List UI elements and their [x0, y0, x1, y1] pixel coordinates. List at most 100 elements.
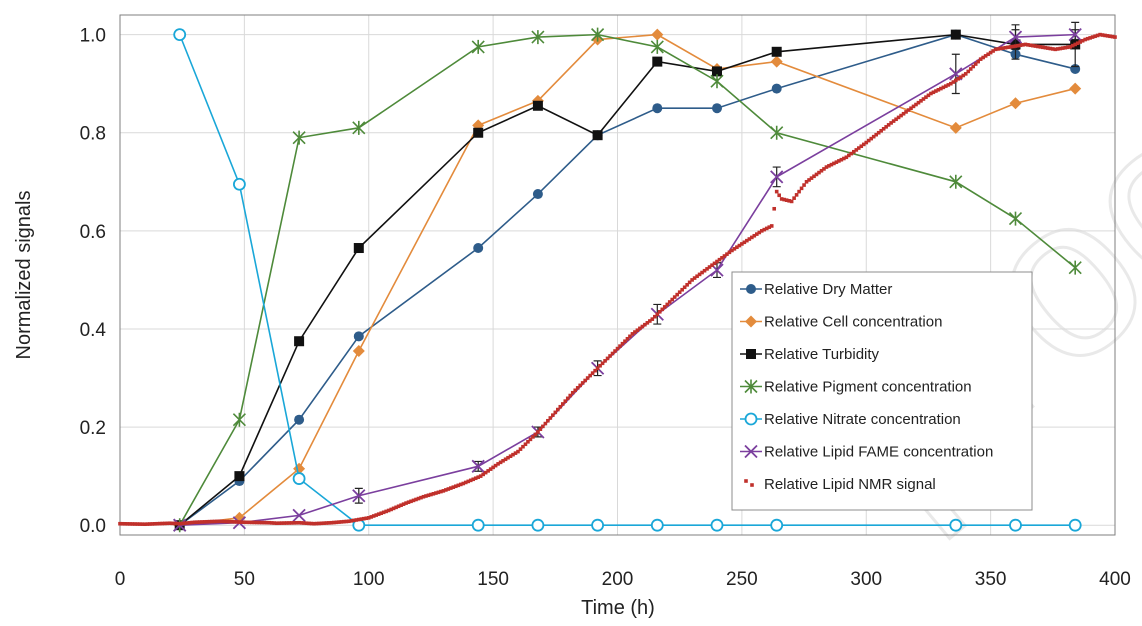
data-point: [1053, 47, 1058, 52]
data-point: [292, 472, 306, 485]
data-point: [374, 513, 379, 517]
data-point: [998, 46, 1003, 51]
data-point: [200, 520, 204, 524]
data-point: [133, 522, 137, 526]
data-point: [784, 198, 789, 202]
data-point: [481, 472, 485, 477]
data-point: [294, 336, 305, 347]
data-point: [361, 516, 366, 521]
data-point: [352, 345, 365, 358]
data-point: [1021, 43, 1025, 47]
data-point: [284, 521, 289, 525]
data-point: [264, 520, 269, 525]
data-point: [225, 519, 229, 524]
legend-label: Relative Cell concentration: [764, 314, 942, 331]
legend-label: Relative Nitrate concentration: [764, 411, 961, 428]
data-point: [996, 47, 1000, 51]
data-point: [282, 521, 286, 525]
y-tick-label: 0.4: [80, 320, 107, 341]
data-point: [1046, 46, 1050, 50]
data-point: [389, 507, 393, 512]
data-point: [789, 199, 794, 204]
data-point: [949, 121, 962, 134]
data-point: [232, 520, 237, 524]
data-point: [493, 463, 498, 468]
data-point: [222, 519, 227, 524]
data-point: [1088, 36, 1092, 40]
data-point: [352, 489, 366, 503]
data-point: [267, 520, 272, 525]
data-point: [834, 160, 839, 164]
data-point: [314, 521, 319, 526]
data-point: [506, 455, 510, 460]
data-point: [782, 197, 786, 202]
data-point: [1009, 97, 1022, 110]
data-point: [710, 263, 714, 267]
legend: Relative Dry Matter Relative Cell concent…: [731, 271, 1033, 511]
data-point: [473, 243, 484, 254]
data-point: [1083, 37, 1087, 42]
data-point: [354, 518, 359, 522]
data-point: [533, 432, 538, 437]
data-point: [212, 519, 217, 524]
data-point: [379, 511, 383, 516]
data-point: [762, 227, 767, 232]
legend-marker: [746, 284, 756, 294]
data-point: [901, 111, 906, 116]
data-point: [416, 496, 421, 501]
data-point: [476, 475, 480, 479]
data-point: [532, 100, 543, 111]
data-point: [966, 69, 971, 74]
data-point: [837, 159, 841, 163]
data-point: [817, 170, 821, 175]
x-axis-ticks: 0 50 100 150 200 250 300 350 400: [115, 569, 1131, 590]
data-point: [521, 444, 525, 449]
data-point: [421, 494, 426, 499]
data-point: [255, 520, 259, 525]
data-point: [294, 414, 305, 425]
data-point: [501, 459, 505, 463]
data-point: [770, 518, 784, 532]
data-point: [1003, 45, 1008, 50]
data-point: [710, 518, 724, 532]
data-point: [503, 457, 508, 462]
data-point: [1068, 45, 1073, 49]
data-point: [329, 520, 334, 525]
data-point: [891, 119, 896, 123]
data-point: [1093, 34, 1097, 39]
data-point: [145, 522, 150, 526]
data-point: [1006, 45, 1010, 50]
legend-label: Relative Lipid FAME concentration: [764, 444, 993, 461]
data-point: [725, 252, 729, 256]
data-point: [1009, 518, 1022, 532]
data-point: [575, 386, 580, 390]
legend-marker: [745, 315, 757, 328]
data-point: [376, 512, 381, 516]
data-point: [568, 393, 573, 398]
data-point: [774, 189, 779, 194]
data-point: [170, 521, 175, 526]
data-point: [628, 334, 632, 339]
data-point: [608, 354, 612, 358]
data-point: [963, 72, 968, 76]
data-point: [899, 113, 903, 118]
data-point: [737, 243, 742, 248]
data-point: [854, 148, 859, 152]
data-point: [424, 494, 428, 498]
data-point: [279, 521, 284, 525]
data-point: [712, 66, 722, 77]
data-point: [1085, 36, 1090, 41]
data-point: [409, 499, 413, 504]
data-point: [991, 49, 995, 53]
data-point: [657, 309, 662, 314]
data-point: [849, 151, 854, 156]
data-point: [906, 108, 911, 112]
data-point: [752, 233, 757, 238]
data-point: [819, 168, 824, 173]
y-tick-label: 1.0: [80, 26, 106, 47]
legend-label: Relative Turbidity: [764, 346, 880, 363]
data-point: [1065, 45, 1070, 50]
data-point: [456, 483, 461, 488]
data-point: [217, 519, 222, 524]
